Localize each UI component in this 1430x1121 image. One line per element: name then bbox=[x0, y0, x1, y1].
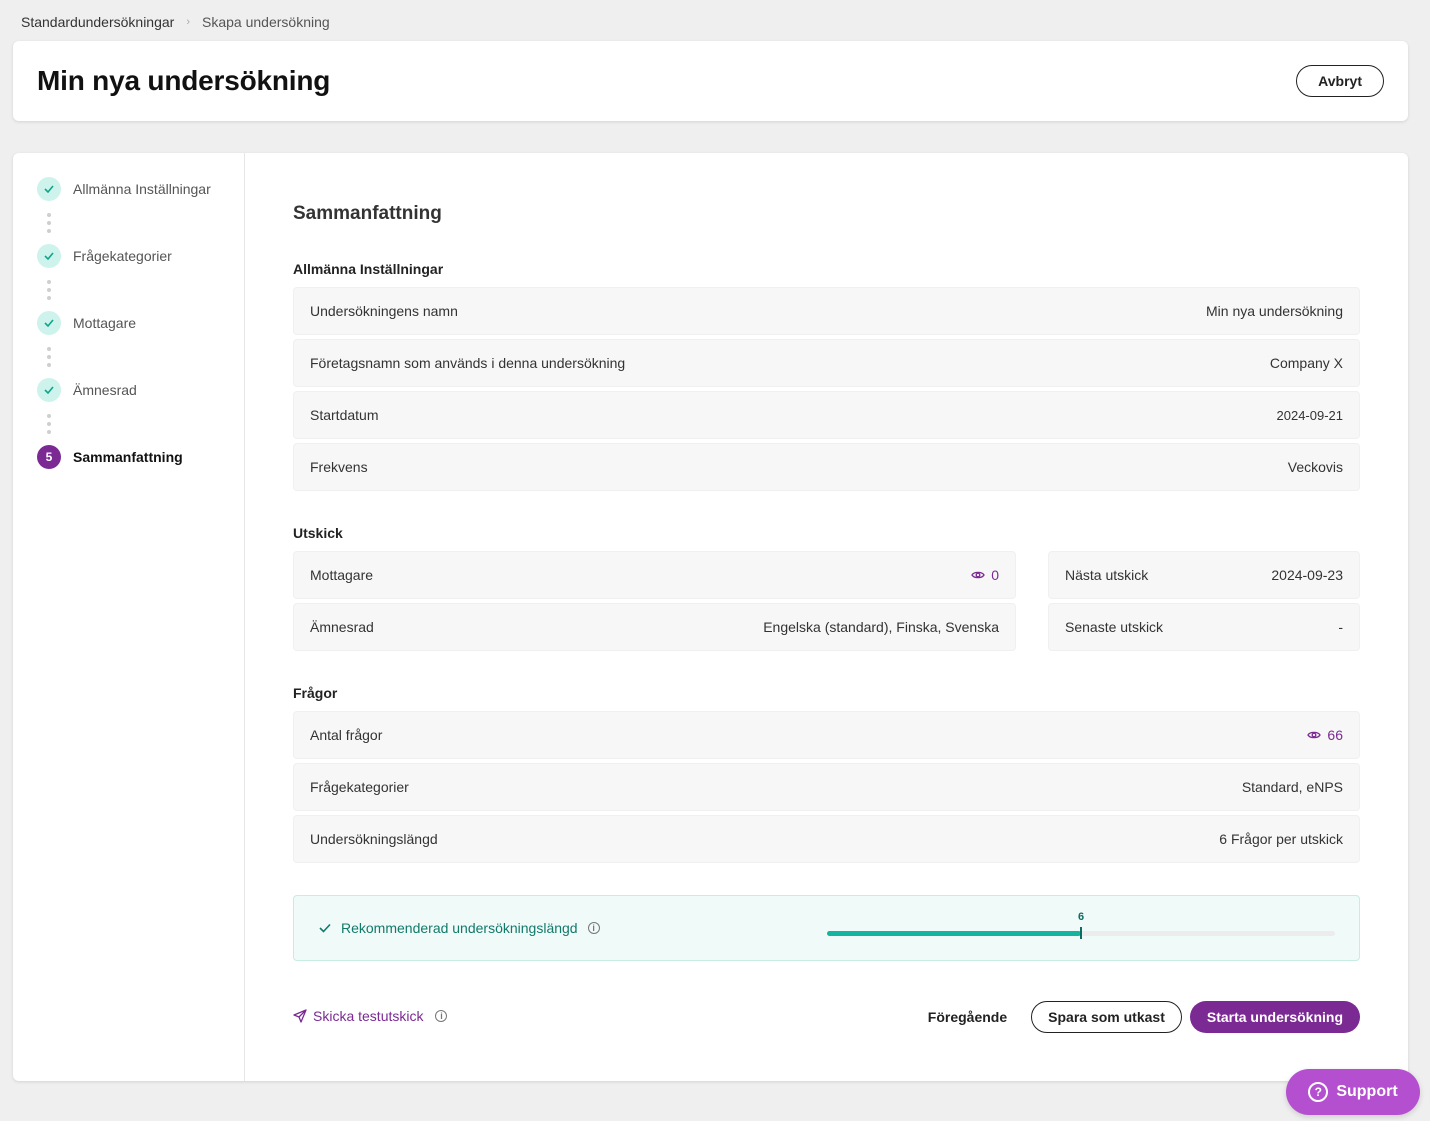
step-connector bbox=[47, 280, 51, 300]
breadcrumb: Standardundersökningar › Skapa undersökn… bbox=[21, 14, 330, 30]
row-label: Senaste utskick bbox=[1065, 619, 1164, 635]
row-label: Frekvens bbox=[310, 459, 368, 475]
step-connector bbox=[47, 213, 51, 233]
step-connector bbox=[47, 414, 51, 434]
view-recipients-link[interactable]: 0 bbox=[971, 567, 999, 583]
summary-row-start-date: Startdatum 2024-09-21 bbox=[293, 391, 1360, 439]
summary-row-question-categories: Frågekategorier Standard, eNPS bbox=[293, 763, 1360, 811]
check-icon bbox=[37, 311, 61, 335]
row-label: Antal frågor bbox=[310, 727, 383, 743]
eye-icon bbox=[1307, 731, 1322, 739]
summary-row-company-name: Företagsnamn som används i denna undersö… bbox=[293, 339, 1360, 387]
chevron-right-icon: › bbox=[186, 16, 191, 28]
footer-actions: Föregående Spara som utkast Starta under… bbox=[912, 1001, 1360, 1033]
start-survey-button[interactable]: Starta undersökning bbox=[1189, 1001, 1360, 1033]
section-title-questions: Frågor bbox=[293, 685, 338, 701]
step-label: Ämnesrad bbox=[73, 382, 137, 398]
step-label: Mottagare bbox=[73, 315, 137, 331]
summary-row-next-dispatch: Nästa utskick 2024-09-23 bbox=[1048, 551, 1360, 599]
support-label: Support bbox=[1336, 1083, 1398, 1100]
summary-row-question-count: Antal frågor 66 bbox=[293, 711, 1360, 759]
cancel-button[interactable]: Avbryt bbox=[1296, 65, 1384, 97]
step-label: Sammanfattning bbox=[73, 449, 183, 465]
recommendation-label: Rekommenderad undersökningslängd bbox=[341, 920, 578, 936]
step-question-categories[interactable]: Frågekategorier bbox=[37, 244, 172, 268]
step-number: 5 bbox=[37, 445, 61, 469]
info-icon[interactable]: i bbox=[435, 1010, 448, 1022]
row-label: Mottagare bbox=[310, 567, 374, 583]
row-label: Undersökningslängd bbox=[310, 831, 438, 847]
support-button[interactable]: ? Support bbox=[1286, 1069, 1420, 1115]
step-label: Allmänna Inställningar bbox=[73, 181, 211, 197]
row-value: Company X bbox=[1269, 355, 1343, 371]
recommendation-marker bbox=[1080, 927, 1082, 939]
check-icon bbox=[37, 177, 61, 201]
summary-row-survey-length: Undersökningslängd 6 Frågor per utskick bbox=[293, 815, 1360, 863]
row-label: Undersökningens namn bbox=[310, 303, 458, 319]
summary-row-recipients: Mottagare 0 bbox=[293, 551, 1016, 599]
step-label: Frågekategorier bbox=[73, 248, 172, 264]
paper-plane-icon bbox=[293, 1009, 307, 1023]
check-icon bbox=[319, 923, 331, 933]
row-label: Startdatum bbox=[310, 407, 379, 423]
recommendation-progress-fill bbox=[827, 931, 1081, 936]
eye-icon bbox=[971, 571, 985, 579]
row-label: Frågekategorier bbox=[310, 779, 409, 795]
recommendation-text: Rekommenderad undersökningslängd i bbox=[319, 920, 600, 936]
summary-row-frequency: Frekvens Veckovis bbox=[293, 443, 1360, 491]
step-connector bbox=[47, 347, 51, 367]
main-card: Allmänna Inställningar Frågekategorier M… bbox=[13, 153, 1408, 1081]
row-value: Veckovis bbox=[1287, 459, 1343, 475]
summary-content: Sammanfattning Allmänna Inställningar Un… bbox=[245, 153, 1408, 1081]
check-icon bbox=[37, 378, 61, 402]
row-value: 2024-09-23 bbox=[1271, 567, 1343, 583]
check-icon bbox=[37, 244, 61, 268]
recommendation-value: 6 bbox=[1078, 911, 1085, 923]
step-summary[interactable]: 5 Sammanfattning bbox=[37, 445, 183, 469]
section-title-general: Allmänna Inställningar bbox=[293, 261, 444, 277]
step-subject-line[interactable]: Ämnesrad bbox=[37, 378, 137, 402]
save-draft-button[interactable]: Spara som utkast bbox=[1031, 1001, 1182, 1033]
row-value: - bbox=[1338, 619, 1343, 635]
breadcrumb-item-create: Skapa undersökning bbox=[202, 14, 330, 30]
summary-row-latest-dispatch: Senaste utskick - bbox=[1048, 603, 1360, 651]
step-general-settings[interactable]: Allmänna Inställningar bbox=[37, 177, 211, 201]
row-value: 6 Frågor per utskick bbox=[1219, 831, 1343, 847]
step-recipients[interactable]: Mottagare bbox=[37, 311, 136, 335]
row-value: Engelska (standard), Finska, Svenska bbox=[763, 619, 999, 635]
send-test-label: Skicka testutskick bbox=[313, 1008, 424, 1024]
row-label: Ämnesrad bbox=[310, 619, 374, 635]
send-test-link[interactable]: Skicka testutskick i bbox=[293, 1008, 448, 1024]
page-title: Min nya undersökning bbox=[37, 65, 331, 96]
view-questions-link[interactable]: 66 bbox=[1307, 727, 1343, 743]
summary-row-survey-name: Undersökningens namn Min nya undersöknin… bbox=[293, 287, 1360, 335]
page-header: Min nya undersökning Avbryt bbox=[13, 41, 1408, 121]
row-value: Standard, eNPS bbox=[1241, 779, 1343, 795]
question-count: 66 bbox=[1327, 727, 1343, 743]
previous-button[interactable]: Föregående bbox=[912, 1001, 1023, 1033]
row-label: Företagsnamn som används i denna undersö… bbox=[310, 355, 626, 371]
info-icon[interactable]: i bbox=[587, 922, 600, 934]
row-value: 2024-09-21 bbox=[1276, 407, 1344, 423]
recipients-count: 0 bbox=[991, 567, 999, 583]
stepper-sidebar: Allmänna Inställningar Frågekategorier M… bbox=[13, 153, 245, 1081]
recommendation-banner: Rekommenderad undersökningslängd i 6 bbox=[293, 895, 1360, 961]
breadcrumb-item-surveys[interactable]: Standardundersökningar bbox=[21, 14, 175, 30]
section-title-dispatch: Utskick bbox=[293, 525, 343, 541]
recommendation-progress-track bbox=[827, 927, 1335, 939]
row-label: Nästa utskick bbox=[1065, 567, 1149, 583]
summary-row-subject-line: Ämnesrad Engelska (standard), Finska, Sv… bbox=[293, 603, 1016, 651]
summary-title: Sammanfattning bbox=[293, 203, 442, 224]
row-value: Min nya undersökning bbox=[1206, 303, 1343, 319]
question-icon: ? bbox=[1308, 1082, 1329, 1102]
